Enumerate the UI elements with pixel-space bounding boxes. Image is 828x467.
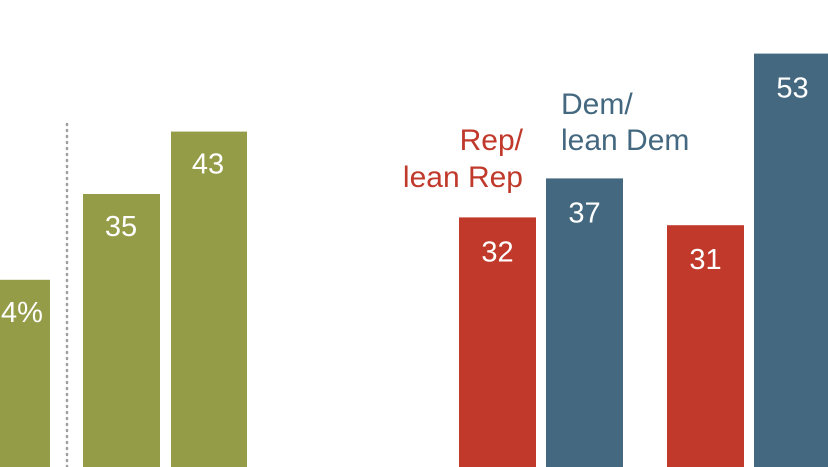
bar-rep-1	[667, 225, 744, 467]
bar-label-rep-0: 32	[481, 236, 513, 268]
bar-label-rep-1: 31	[689, 244, 721, 276]
bar-rep-0	[459, 217, 536, 467]
legend-dem: Dem/lean Dem	[561, 88, 689, 157]
bar-label-left-2: 43	[192, 149, 224, 181]
right-panel: 32 31 37 53	[459, 53, 828, 467]
bar-dem-0	[546, 178, 623, 467]
bar-label-dem-1: 53	[776, 73, 808, 105]
bar-dem-1	[754, 53, 828, 467]
bar-left-2	[171, 131, 247, 467]
bar-left-1	[83, 194, 160, 467]
bar-label-left-1: 35	[105, 211, 137, 243]
bar-label-dem-0: 37	[568, 197, 600, 229]
legend-rep-line: Rep/	[460, 124, 524, 157]
left-panel: 4% 35 43	[0, 131, 247, 467]
bar-left-0	[0, 279, 50, 467]
legend-rep: Rep/lean Rep	[403, 124, 524, 194]
legend-rep-line: lean Rep	[403, 161, 523, 194]
bar-label-left-0: 4%	[1, 297, 43, 329]
legend-dem-line: Dem/	[561, 88, 633, 121]
legend: Rep/lean Rep Dem/lean Dem	[403, 88, 690, 194]
legend-dem-line: lean Dem	[561, 124, 689, 157]
